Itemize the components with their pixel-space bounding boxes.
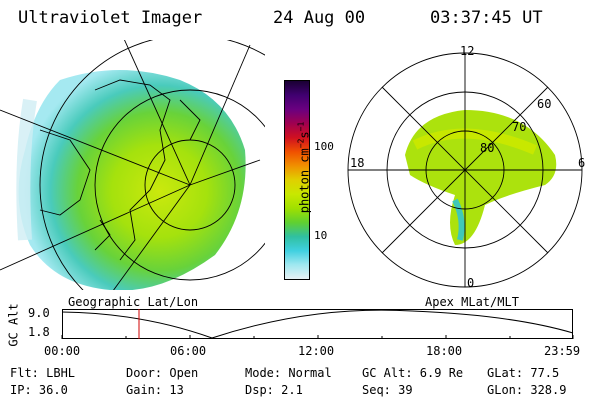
status-seq: Seq: 39 <box>362 383 413 397</box>
polar-grid <box>347 52 583 288</box>
coastline <box>39 79 201 261</box>
mlt-label-0: 0 <box>467 276 475 290</box>
timeline-ytick-9: 9.0 <box>28 306 50 320</box>
status-mode: Mode: Normal <box>245 366 332 380</box>
polar-mlat-mlt-panel <box>347 52 583 288</box>
status-gain: Gain: 13 <box>126 383 184 397</box>
date-label: 24 Aug 00 <box>273 8 366 28</box>
mlt-label-6: 6 <box>578 156 586 170</box>
status-glat: GLat: 77.5 <box>487 366 560 380</box>
status-door: Door: Open <box>126 366 199 380</box>
mlt-label-18: 18 <box>350 156 365 170</box>
timeline-xtick-1800: 18:00 <box>426 344 463 358</box>
timeline-ytick-1-8: 1.8 <box>28 325 50 339</box>
status-dsp: Dsp: 2.1 <box>245 383 303 397</box>
mlt-label-12: 12 <box>460 44 475 58</box>
timeline-xtick-0000: 00:00 <box>44 344 81 358</box>
lat-lon-grid <box>0 40 265 290</box>
status-ip: IP: 36.0 <box>10 383 68 397</box>
mlat-label-80: 80 <box>480 141 495 155</box>
timeline-xtick-1200: 12:00 <box>298 344 335 358</box>
status-filter: Flt: LBHL <box>10 366 76 380</box>
geographic-image-panel <box>0 40 265 290</box>
status-gc-alt: GC Alt: 6.9 Re <box>362 366 464 380</box>
timeline-xtick-0600: 06:00 <box>170 344 207 358</box>
geographic-panel-label: Geographic Lat/Lon <box>68 295 199 309</box>
instrument-title: Ultraviolet Imager <box>18 8 203 28</box>
timeline-xtick-2359: 23:59 <box>544 344 581 358</box>
colorbar <box>284 80 310 280</box>
mlat-label-70: 70 <box>512 120 527 134</box>
timeline-ylabel: GC Alt <box>6 303 21 347</box>
mlat-label-60: 60 <box>537 97 552 111</box>
colorbar-tick-10: 10 <box>314 229 328 242</box>
polar-panel-label: Apex MLat/MLT <box>425 295 519 309</box>
status-glon: GLon: 328.9 <box>487 383 567 397</box>
colorbar-tick-100: 100 <box>314 140 334 153</box>
geo-aurora-image <box>18 70 246 290</box>
altitude-curve <box>61 309 574 339</box>
time-label: 03:37:45 UT <box>430 8 543 28</box>
colorbar-unit: photon cm−2s−1 <box>296 121 312 214</box>
orbit-altitude-plot <box>61 309 574 339</box>
